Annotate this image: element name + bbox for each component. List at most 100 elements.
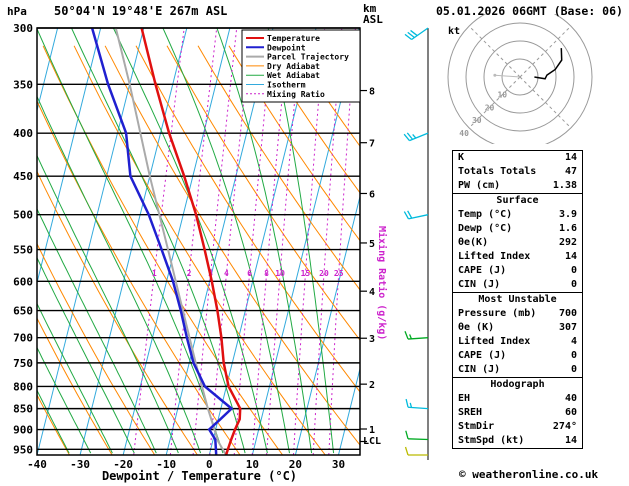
indices-row-label: SREH — [458, 407, 483, 418]
parcel-trajectory-curve — [114, 28, 227, 455]
indices-section-header: Surface — [496, 195, 539, 206]
indices-row: Lifted Index 14 — [453, 250, 582, 264]
temperature-axis-labels: -40 -30 -20 -10 0 10 20 30 — [27, 458, 345, 471]
indices-row: StmSpd (kt) 14 — [453, 434, 582, 448]
indices-row-value: 0 — [570, 265, 577, 276]
indices-row: Totals Totals 47 — [453, 165, 582, 179]
indices-row-value: 47 — [564, 166, 577, 177]
svg-text:550: 550 — [13, 244, 33, 257]
svg-text:1: 1 — [369, 425, 375, 436]
indices-row: CIN (J) 0 — [453, 278, 582, 292]
svg-text:950: 950 — [13, 443, 33, 456]
indices-row-label: Temp (°C) — [458, 209, 513, 220]
indices-row: θe (K) 307 — [453, 321, 582, 335]
svg-text:Dry Adiabat: Dry Adiabat — [267, 61, 320, 71]
mixing-ratio-labels: 1 2 3 4 6 8 10 15 20 25 — [152, 269, 344, 278]
indices-row: K 14 — [453, 151, 582, 165]
svg-text:500: 500 — [13, 209, 33, 222]
indices-row-value: 700 — [558, 308, 577, 319]
svg-text:-30: -30 — [70, 458, 90, 471]
indices-row-value: 60 — [564, 407, 577, 418]
svg-text:5: 5 — [369, 239, 375, 250]
svg-text:300: 300 — [13, 22, 33, 35]
indices-row-value: 0 — [570, 350, 577, 361]
indices-row-value: 40 — [564, 393, 577, 404]
svg-text:Mixing Ratio: Mixing Ratio — [267, 89, 325, 99]
svg-text:700: 700 — [13, 332, 33, 345]
svg-text:400: 400 — [13, 127, 33, 140]
storm-motion-vector — [493, 73, 521, 78]
temperature-axis-title: Dewpoint / Temperature (°C) — [101, 469, 298, 483]
svg-text:10: 10 — [275, 269, 285, 278]
svg-text:-10: -10 — [156, 458, 176, 471]
indices-table-section: Surface Temp (°C) 3.9 Dewp (°C) 1.6 θe(K) 292 L… — [452, 193, 583, 293]
svg-text:2: 2 — [369, 380, 375, 391]
svg-text:8: 8 — [264, 269, 269, 278]
svg-text:8: 8 — [369, 87, 375, 98]
indices-row-label: θe(K) — [458, 237, 489, 248]
mixing-ratio-lines — [133, 28, 356, 455]
indices-table: K 14 Totals Totals 47 PW (cm) 1.38 Surface Temp… — [452, 150, 583, 449]
indices-table-section: Most Unstable Pressure (mb) 700 θe (K) 307 Li… — [452, 292, 583, 378]
svg-text:Dewpoint: Dewpoint — [267, 42, 306, 52]
indices-row-value: 1.38 — [552, 180, 577, 191]
svg-text:350: 350 — [13, 78, 33, 91]
mixing-ratio-axis-title: Mixing Ratio (g/kg) — [376, 226, 387, 341]
indices-row: Pressure (mb) 700 — [453, 307, 582, 321]
svg-text:6: 6 — [247, 269, 252, 278]
run-datetime-title: 05.01.2026 06GMT (Base: 06) — [436, 4, 623, 18]
svg-text:7: 7 — [369, 139, 375, 150]
indices-row: EH 40 — [453, 392, 582, 406]
svg-text:750: 750 — [13, 357, 33, 370]
svg-text:20: 20 — [289, 458, 302, 471]
indices-row-value: 292 — [558, 237, 577, 248]
svg-text:15: 15 — [301, 269, 311, 278]
svg-text:40: 40 — [459, 129, 469, 138]
indices-row: CAPE (J) 0 — [453, 264, 582, 278]
indices-row-label: CAPE (J) — [458, 350, 507, 361]
indices-row-value: 0 — [570, 364, 577, 375]
temperature-curve — [140, 28, 242, 455]
station-title: 50°04'N 19°48'E 267m ASL — [54, 4, 228, 18]
indices-row: SREH 60 — [453, 406, 582, 420]
svg-text:30: 30 — [332, 458, 345, 471]
svg-text:Temperature: Temperature — [267, 34, 320, 43]
indices-row-value: 3.9 — [558, 209, 577, 220]
svg-text:20: 20 — [485, 103, 495, 112]
indices-section-header: Hodograph — [490, 379, 545, 390]
wind-barbs — [403, 27, 429, 460]
indices-row: Lifted Index 4 — [453, 335, 582, 349]
indices-row: θe(K) 292 — [453, 236, 582, 250]
svg-text:600: 600 — [13, 275, 33, 288]
svg-text:-40: -40 — [27, 458, 47, 471]
altitude-axis-unit-label-asl: ASL — [363, 13, 383, 26]
indices-row-label: StmSpd (kt) — [458, 435, 525, 446]
indices-row-label: CAPE (J) — [458, 265, 507, 276]
indices-row: Temp (°C) 3.9 — [453, 208, 582, 222]
indices-row: CAPE (J) 0 — [453, 349, 582, 363]
svg-text:Parcel Trajectory: Parcel Trajectory — [267, 52, 349, 62]
svg-text:20: 20 — [319, 269, 329, 278]
indices-row-value: 1.6 — [558, 223, 577, 234]
svg-text:450: 450 — [13, 170, 33, 183]
svg-text:10: 10 — [246, 458, 259, 471]
hodograph-unit-label: kt — [448, 26, 461, 37]
indices-row-label: Totals Totals — [458, 166, 537, 177]
copyright-label: © weatheronline.co.uk — [459, 468, 599, 481]
svg-text:650: 650 — [13, 305, 33, 318]
indices-row-value: 14 — [564, 435, 577, 446]
lcl-marker-label: LCL — [363, 436, 382, 447]
svg-text:850: 850 — [13, 403, 33, 416]
indices-row-value: 14 — [564, 251, 577, 262]
indices-row-label: Lifted Index — [458, 336, 531, 347]
svg-text:3: 3 — [369, 334, 375, 345]
plot-border — [36, 27, 361, 456]
indices-row-label: K — [458, 152, 465, 163]
svg-text:30: 30 — [472, 116, 482, 125]
indices-section-header: Most Unstable — [478, 294, 557, 305]
indices-row-label: PW (cm) — [458, 180, 501, 191]
indices-table-section: K 14 Totals Totals 47 PW (cm) 1.38 — [452, 150, 583, 194]
